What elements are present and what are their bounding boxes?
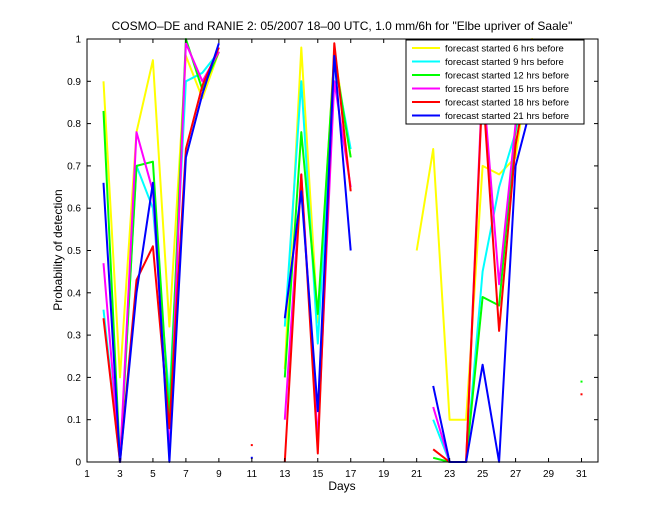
x-tick-label: 17: [345, 469, 357, 480]
series-line: [283, 54, 352, 413]
y-tick-label: 0.8: [67, 119, 81, 130]
legend-entry: forecast started 18 hrs before: [445, 98, 569, 109]
y-tick-label: 0.4: [67, 288, 81, 299]
series-point: [580, 393, 583, 396]
series-point: [250, 456, 253, 459]
y-axis-label: Probability of detection: [51, 189, 65, 310]
x-tick-label: 23: [444, 469, 456, 480]
y-tick-label: 0.3: [67, 331, 81, 342]
x-tick-label: 25: [477, 469, 489, 480]
series-point: [250, 444, 253, 447]
x-tick-label: 3: [117, 469, 123, 480]
x-tick-label: 7: [183, 469, 189, 480]
y-tick-label: 0.6: [67, 204, 81, 215]
x-tick-label: 15: [312, 469, 324, 480]
x-tick-label: 21: [411, 469, 423, 480]
x-tick-label: 11: [247, 469, 258, 480]
series-line: [102, 51, 220, 379]
legend-box: [405, 39, 585, 125]
x-tick-label: 5: [150, 469, 156, 480]
legend: forecast started 6 hrs before forecast st…: [405, 39, 585, 125]
y-tick-label: 0: [75, 458, 81, 469]
legend-entry: forecast started 15 hrs before: [445, 84, 569, 95]
legend-entry: forecast started 21 hrs before: [445, 111, 569, 122]
x-tick-label: 9: [216, 469, 222, 480]
x-tick-label: 27: [510, 469, 522, 480]
x-tick-label: 29: [543, 469, 555, 480]
series-point: [580, 380, 583, 383]
y-tick-label: 0.5: [67, 246, 81, 257]
y-tick-label: 0.2: [67, 373, 81, 384]
legend-entry: forecast started 12 hrs before: [445, 71, 569, 82]
legend-entry: forecast started 9 hrs before: [445, 57, 564, 68]
x-axis-label: Days: [328, 479, 355, 493]
y-axis-ticks: 0 0.1 0.2 0.3 0.4 0.5 0.6 0.7 0.8 0.9 1: [67, 35, 598, 469]
x-tick-label: 13: [279, 469, 291, 480]
series-line: [283, 42, 352, 463]
y-tick-label: 0.7: [67, 161, 81, 172]
x-tick-label: 19: [378, 469, 390, 480]
y-tick-label: 1: [75, 35, 81, 46]
x-tick-label: 31: [576, 469, 588, 480]
series-layer: [102, 38, 583, 463]
x-axis-ticks: 1 3 5 7 9 11 13 15 17 19 21 23 25 27 29 31: [84, 39, 588, 480]
series-line: [102, 42, 220, 463]
legend-entry: forecast started 6 hrs before: [445, 44, 564, 55]
chart-title: COSMO–DE and RANIE 2: 05/2007 18–00 UTC,…: [112, 19, 573, 33]
x-tick-label: 1: [84, 469, 90, 480]
y-tick-label: 0.1: [67, 415, 81, 426]
y-tick-label: 0.9: [67, 77, 81, 88]
